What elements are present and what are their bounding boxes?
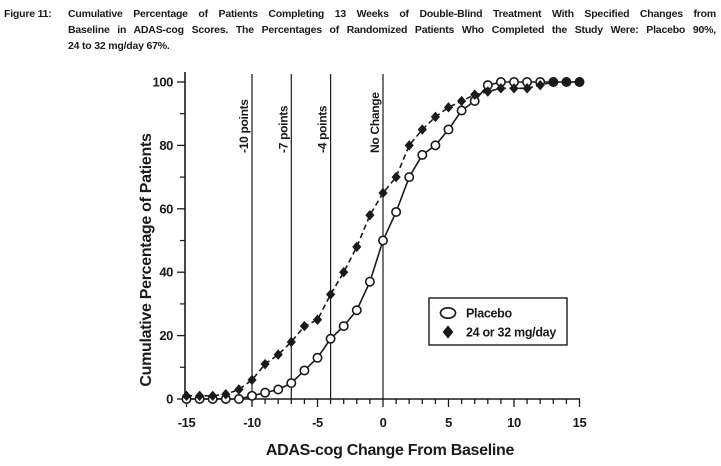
placebo-data-point xyxy=(273,384,284,395)
placebo-data-point xyxy=(443,124,454,135)
treatment-data-point xyxy=(352,241,362,253)
placebo-data-point xyxy=(286,378,297,389)
x-tick-label-5: 5 xyxy=(445,415,452,430)
treatment-data-point xyxy=(221,389,231,400)
treatment-data-point xyxy=(286,336,296,348)
treatment-data-point xyxy=(509,83,519,94)
y-tick-label-0: 0 xyxy=(166,392,173,407)
placebo-data-point xyxy=(312,352,323,363)
reference-line-label-1: -10 points xyxy=(237,99,251,153)
treatment-data-point xyxy=(273,349,283,360)
treatment-data-point xyxy=(561,76,571,88)
figure-label-text: Figure 11: xyxy=(4,8,52,20)
placebo-data-point xyxy=(233,393,244,404)
treatment-data-point xyxy=(483,86,493,97)
x-tick-label--15: -15 xyxy=(178,415,196,430)
legend-box xyxy=(428,297,568,346)
placebo-data-point xyxy=(456,105,467,116)
legend-label-treatment: 24 or 32 mg/day xyxy=(466,326,556,340)
treatment-data-point xyxy=(312,314,323,325)
placebo-data-point xyxy=(247,390,258,401)
x-tick-label--10: -10 xyxy=(243,415,261,430)
treatment-data-point xyxy=(430,111,440,123)
placebo-data-point xyxy=(391,206,402,217)
y-axis-title: Cumulative Percentage of Patients xyxy=(138,133,155,387)
treatment-data-point xyxy=(391,171,401,183)
figure-title-line-3: 24 to 32 mg/day 67%. xyxy=(68,40,170,52)
legend: Placebo 24 or 32 mg/day xyxy=(428,297,568,346)
x-tick-label--5: -5 xyxy=(312,415,323,430)
y-tick-label-100: 100 xyxy=(153,75,174,90)
y-tick-label-40: 40 xyxy=(159,265,173,280)
treatment-data-point xyxy=(417,124,427,135)
y-tick-label-80: 80 xyxy=(159,138,173,153)
treatment-data-point xyxy=(208,390,218,402)
treatment-data-point xyxy=(404,140,414,151)
treatment-data-point xyxy=(234,384,244,395)
placebo-data-point xyxy=(299,365,310,376)
figure-caption: Figure 11: Cumulative Percentage of Pati… xyxy=(4,6,716,54)
legend-open-circle-icon xyxy=(439,306,457,320)
legend-filled-diamond-icon xyxy=(442,325,454,339)
placebo-data-point xyxy=(430,140,441,151)
treatment-data-point xyxy=(457,95,467,107)
legend-label-placebo: Placebo xyxy=(466,307,513,321)
treatment-data-point xyxy=(365,209,375,221)
x-tick-label-10: 10 xyxy=(507,415,521,430)
reference-line-label-2: -7 points xyxy=(276,105,290,153)
x-axis-title: ADAS-cog Change From Baseline xyxy=(266,442,515,459)
treatment-data-point xyxy=(574,76,585,88)
x-tick-label-0: 0 xyxy=(380,415,387,430)
placebo-data-point xyxy=(351,305,362,316)
placebo-data-point xyxy=(260,387,271,398)
figure-title-line-2: Baseline in ADAS-cog Scores. The Percent… xyxy=(68,24,716,36)
placebo-data-point xyxy=(404,172,415,183)
figure-title-line-1: Cumulative Percentage of Patients Comple… xyxy=(68,8,716,20)
treatment-data-point xyxy=(247,374,257,386)
treatment-data-point xyxy=(470,89,480,100)
treatment-data-point xyxy=(299,320,309,332)
figure-label: Figure 11: xyxy=(4,6,68,54)
treatment-data-point xyxy=(326,289,336,300)
placebo-data-point xyxy=(338,321,349,332)
treatment-data-point xyxy=(522,83,532,94)
y-tick-label-20: 20 xyxy=(159,328,173,343)
treatment-data-point xyxy=(496,83,506,94)
reference-line-label-3: -4 points xyxy=(316,105,330,153)
y-tick-label-60: 60 xyxy=(159,201,173,216)
treatment-data-point xyxy=(378,187,388,199)
placebo-data-point xyxy=(325,333,336,344)
placebo-data-point xyxy=(417,149,428,160)
treatment-data-point xyxy=(181,390,192,402)
placebo-data-point xyxy=(364,276,375,287)
figure-title: Cumulative Percentage of Patients Comple… xyxy=(68,6,716,54)
placebo-data-point xyxy=(377,235,388,246)
treatment-data-point xyxy=(548,76,558,88)
x-tick-label-15: 15 xyxy=(573,415,587,430)
reference-line-label-4: No Change xyxy=(368,92,382,153)
series-24-or-32-mg-day xyxy=(181,76,585,402)
treatment-data-point xyxy=(535,79,545,91)
treatment-data-point xyxy=(260,358,270,370)
treatment-data-point xyxy=(195,390,205,402)
treatment-data-point xyxy=(443,102,454,113)
treatment-data-point xyxy=(339,267,349,278)
